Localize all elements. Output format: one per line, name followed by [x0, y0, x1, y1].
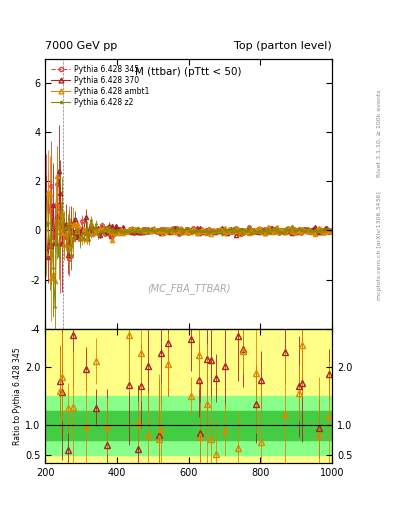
Text: mcplots.cern.ch [arXiv:1306.3436]: mcplots.cern.ch [arXiv:1306.3436]: [377, 191, 382, 300]
Bar: [45, 411, 332, 440]
Bar: [45, 396, 332, 455]
Legend: Pythia 6.428 345, Pythia 6.428 370, Pythia 6.428 ambt1, Pythia 6.428 z2: Pythia 6.428 345, Pythia 6.428 370, Pyth…: [49, 62, 152, 109]
Text: M (ttbar) (pTtt < 50): M (ttbar) (pTtt < 50): [136, 67, 242, 77]
Text: (MC_FBA_TTBAR): (MC_FBA_TTBAR): [147, 283, 230, 293]
Text: Rivet 3.1.10, ≥ 100k events: Rivet 3.1.10, ≥ 100k events: [377, 89, 382, 177]
Text: Top (parton level): Top (parton level): [234, 41, 332, 51]
Text: 7000 GeV pp: 7000 GeV pp: [45, 41, 118, 51]
Y-axis label: Ratio to Pythia 6.428 345: Ratio to Pythia 6.428 345: [13, 347, 22, 445]
